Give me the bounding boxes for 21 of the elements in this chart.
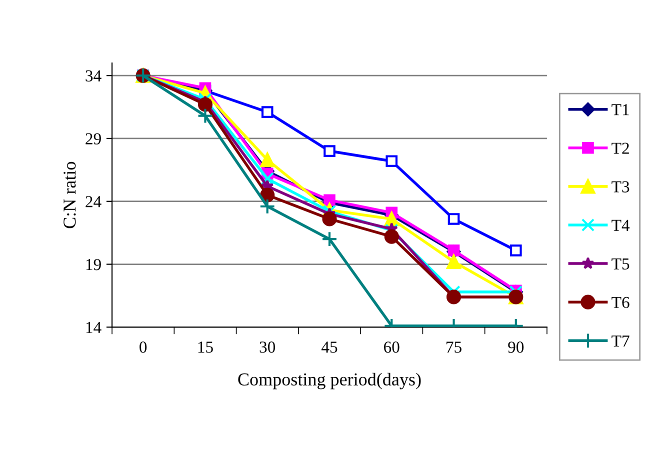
legend-label: T7 bbox=[612, 336, 630, 346]
y-tick-label: 34 bbox=[86, 70, 102, 82]
y-tick-label: 19 bbox=[86, 259, 101, 270]
legend-label: T4 bbox=[612, 220, 630, 231]
x-axis-title: Composting period(days) bbox=[238, 372, 421, 390]
x-tick-label: 75 bbox=[446, 342, 462, 353]
legend-label: T6 bbox=[612, 296, 630, 308]
legend-label: T1 bbox=[612, 104, 629, 116]
y-tick-label: 24 bbox=[86, 196, 102, 208]
y-axis-title: C:N ratio bbox=[64, 162, 76, 228]
legend-label: T2 bbox=[612, 142, 629, 154]
y-tick-label: 29 bbox=[86, 133, 101, 144]
x-tick-label: 30 bbox=[260, 342, 276, 353]
legend-label: T5 bbox=[612, 258, 630, 270]
x-tick-label: 90 bbox=[508, 342, 524, 353]
legend-label: T3 bbox=[612, 181, 630, 192]
x-tick-label: 45 bbox=[321, 342, 338, 353]
x-tick-label: 15 bbox=[198, 342, 213, 353]
x-tick-label: 60 bbox=[384, 342, 400, 353]
y-tick-label: 14 bbox=[86, 322, 102, 333]
x-tick-label: 0 bbox=[140, 342, 147, 353]
